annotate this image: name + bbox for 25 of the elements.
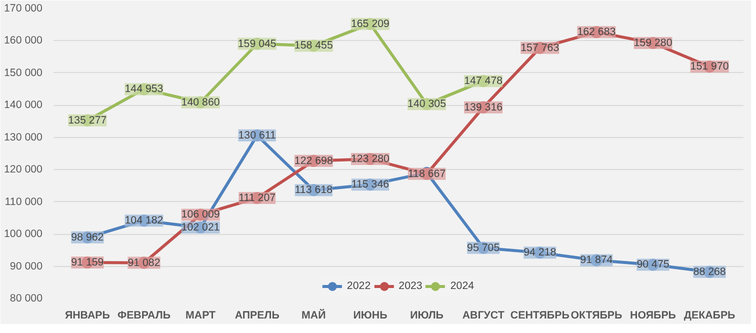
legend-label: 2024 [450, 280, 474, 292]
y-tick-label: 120 000 [4, 164, 43, 176]
x-tick-label: ИЮНЬ [353, 310, 388, 322]
y-tick-label: 140 000 [4, 99, 43, 112]
x-tick-label: ОКТЯБРЬ [570, 310, 623, 322]
legend-label: 2023 [398, 280, 422, 292]
y-tick-label: 80 000 [10, 292, 43, 304]
x-tick-label: МАРТ [186, 310, 216, 322]
y-tick-label: 90 000 [10, 260, 43, 272]
x-tick-label: ФЕВРАЛЬ [117, 310, 171, 322]
y-tick-label: 110 000 [4, 196, 43, 208]
y-tick-label: 170 000 [4, 2, 43, 14]
x-tick-label: СЕНТЯБРЬ [510, 310, 570, 322]
y-tick-label: 100 000 [4, 228, 43, 240]
x-tick-label: НОЯБРЬ [630, 310, 676, 322]
x-tick-label: АВГУСТ [462, 310, 505, 322]
x-tick-label: ЯНВАРЬ [64, 310, 110, 322]
y-tick-label: 160 000 [4, 34, 43, 47]
y-tick-label: 130 000 [4, 131, 43, 144]
y-tick-label: 150 000 [4, 66, 43, 79]
legend-label: 2022 [346, 280, 371, 292]
x-tick-label: МАЙ [302, 308, 326, 322]
x-tick-label: АПРЕЛЬ [234, 310, 280, 322]
x-tick-label: ДЕКАБРЬ [684, 310, 736, 322]
x-tick-label: ИЮЛЬ [410, 310, 444, 322]
